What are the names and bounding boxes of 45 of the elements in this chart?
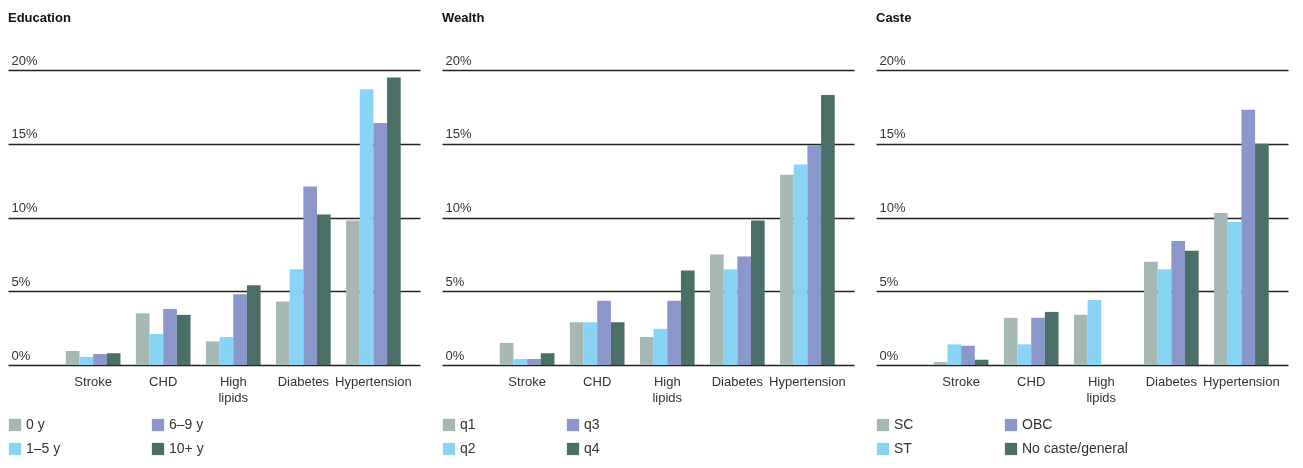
chart-title: Education [8,10,72,26]
x-tick-label: High lipids [218,373,249,405]
y-tick-label: 10% [879,200,906,215]
x-tick-label: CHD [149,373,178,389]
y-tick-label: 5% [445,273,465,289]
legend-label: No caste/general [1022,440,1128,456]
y-tick-label: 15% [11,126,38,142]
legend-label: q1 [460,416,476,432]
legend-label: 6–9 y [169,416,204,432]
y-tick-label: 15% [879,126,906,142]
chart-title: Caste [876,10,913,26]
y-tick-label: 5% [879,273,899,289]
y-tick-label: 20% [879,52,906,68]
x-tick-label: Hypertension [335,373,412,389]
x-tick-label: Diabetes [1145,373,1198,389]
y-tick-label: 10% [11,200,38,215]
legend-label: 1–5 y [26,440,61,456]
x-tick-label: High lipids [1086,373,1117,405]
legend-label: 0 y [26,416,45,432]
y-tick-label: 5% [11,273,31,289]
legend-label: SC [894,416,914,432]
y-tick-label: 0% [879,347,899,363]
y-tick-label: 20% [11,52,38,68]
x-tick-label: Diabetes [711,373,764,389]
x-tick-label: Stroke [74,373,112,389]
x-tick-label: CHD [1017,373,1046,389]
x-tick-label: Stroke [942,373,980,389]
legend-label: q3 [584,416,600,432]
x-tick-label: Stroke [508,373,546,389]
legend-label: 10+ y [169,440,204,456]
y-tick-label: 15% [445,126,472,142]
x-tick-label: CHD [583,373,612,389]
y-tick-label: 20% [445,52,472,68]
legend-label: OBC [1022,416,1053,432]
x-tick-label: Hypertension [769,373,846,389]
y-tick-label: 10% [445,200,472,215]
y-tick-label: 0% [445,347,465,363]
chart-title: Wealth [442,10,486,26]
legend-label: q2 [460,440,476,456]
x-tick-label: Diabetes [277,373,330,389]
x-tick-label: High lipids [652,373,683,405]
x-tick-label: Hypertension [1203,373,1280,389]
legend-label: ST [894,440,913,456]
legend-label: q4 [584,440,600,456]
y-tick-label: 0% [11,347,31,363]
